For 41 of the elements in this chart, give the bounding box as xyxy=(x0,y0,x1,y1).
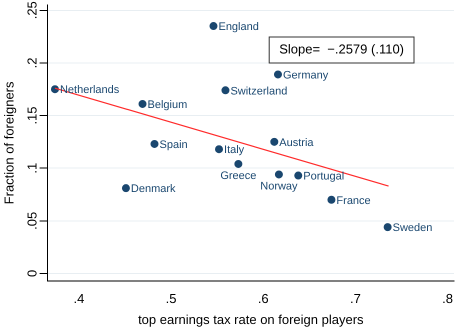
annotation: Portugal xyxy=(303,170,344,183)
annotation: Italy xyxy=(224,144,245,156)
point xyxy=(270,138,278,146)
point xyxy=(274,70,282,78)
point xyxy=(384,223,392,232)
x-axis-title: top earnings tax rate on foreign players xyxy=(138,312,364,327)
y-axis-title: Fraction of foreigners xyxy=(1,80,16,204)
annotation: Switzerland xyxy=(230,85,288,98)
annotation: Netherlands xyxy=(60,84,120,96)
annotation: Greece xyxy=(220,170,256,182)
annotation: Norway xyxy=(260,180,298,193)
point xyxy=(274,170,283,178)
x-tick-label: .4 xyxy=(74,291,84,306)
y-tick-label: .15 xyxy=(24,106,40,125)
point xyxy=(294,172,302,180)
x-tick-label: .8 xyxy=(442,291,453,306)
x-tick-label: .5 xyxy=(166,291,177,306)
annotation: France xyxy=(336,194,371,207)
annotation: Sweden xyxy=(392,222,432,234)
annotation: Slope= −.2579 (.110) xyxy=(279,42,404,57)
point xyxy=(215,145,224,154)
x-tick-label: .7 xyxy=(350,291,361,306)
point xyxy=(138,100,147,108)
point xyxy=(122,184,130,192)
point xyxy=(209,22,218,30)
x-tick-label: .6 xyxy=(258,291,269,306)
annotation: Germany xyxy=(282,70,329,82)
y-tick-label: 0 xyxy=(24,270,40,278)
y-tick-label: .1 xyxy=(24,162,40,174)
point xyxy=(221,86,230,94)
point xyxy=(150,140,158,148)
point xyxy=(234,160,242,168)
annotation: Denmark xyxy=(130,183,176,196)
annotation: England xyxy=(218,21,259,34)
annotation: Belgium xyxy=(148,98,188,111)
y-tick-label: .25 xyxy=(24,1,40,20)
annotation: Spain xyxy=(160,138,188,151)
annotation: Austria xyxy=(279,136,314,149)
y-tick-label: .2 xyxy=(24,57,40,68)
point xyxy=(327,196,336,204)
y-tick-label: .05 xyxy=(24,212,40,230)
